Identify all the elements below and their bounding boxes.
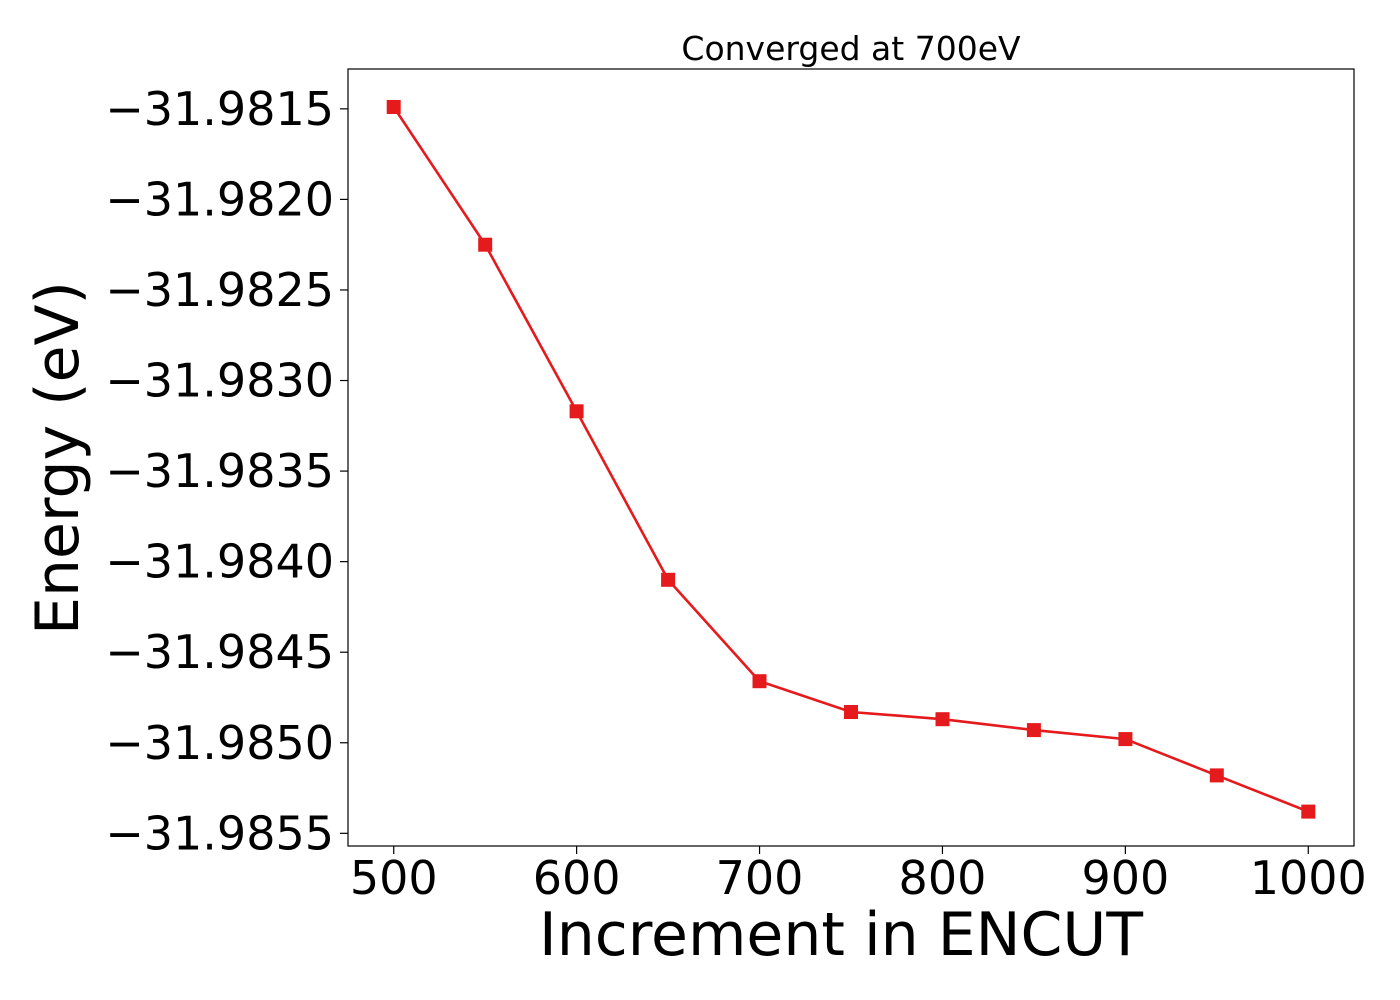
y-tick-label-2: −31.9825 bbox=[105, 263, 334, 317]
data-point-550 bbox=[478, 237, 493, 252]
data-point-700 bbox=[752, 674, 767, 689]
x-axis: 500 600 700 800 900 1000 bbox=[350, 846, 1367, 905]
x-tick-label-500: 500 bbox=[350, 851, 438, 905]
y-tick-label-1: −31.9820 bbox=[105, 172, 334, 226]
y-tick-label-0: −31.9815 bbox=[105, 82, 334, 136]
x-tick-label-900: 900 bbox=[1081, 851, 1169, 905]
y-axis: −31.9815 −31.9820 −31.9825 −31.9830 −31.9835… bbox=[105, 82, 348, 860]
plot-area bbox=[386, 100, 1316, 819]
y-tick-label-6: −31.9845 bbox=[105, 625, 334, 679]
y-tick-label-3: −31.9830 bbox=[105, 354, 334, 408]
y-tick-label-5: −31.9840 bbox=[105, 535, 334, 589]
data-point-500 bbox=[386, 100, 401, 114]
x-axis-label: Increment in ENCUT bbox=[539, 900, 1143, 970]
data-point-800 bbox=[935, 712, 950, 727]
x-tick-label-800: 800 bbox=[899, 851, 987, 905]
data-point-750 bbox=[844, 705, 858, 719]
data-point-600 bbox=[569, 404, 584, 419]
data-point-900 bbox=[1118, 732, 1133, 747]
y-tick-label-4: −31.9835 bbox=[105, 444, 334, 498]
x-tick-label-1000: 1000 bbox=[1250, 851, 1367, 905]
x-tick-label-700: 700 bbox=[716, 851, 804, 905]
data-point-950 bbox=[1209, 768, 1224, 783]
plot-frame bbox=[347, 68, 1355, 847]
data-point-650 bbox=[661, 572, 676, 587]
y-tick-label-7: −31.9850 bbox=[105, 716, 334, 770]
data-point-1000 bbox=[1301, 804, 1316, 819]
y-axis-label: Energy (eV) bbox=[23, 281, 93, 635]
data-point-850 bbox=[1026, 723, 1041, 738]
y-tick-label-8: −31.9855 bbox=[105, 806, 334, 860]
chart-title: Converged at 700eV bbox=[681, 29, 1021, 68]
x-tick-label-600: 600 bbox=[533, 851, 621, 905]
